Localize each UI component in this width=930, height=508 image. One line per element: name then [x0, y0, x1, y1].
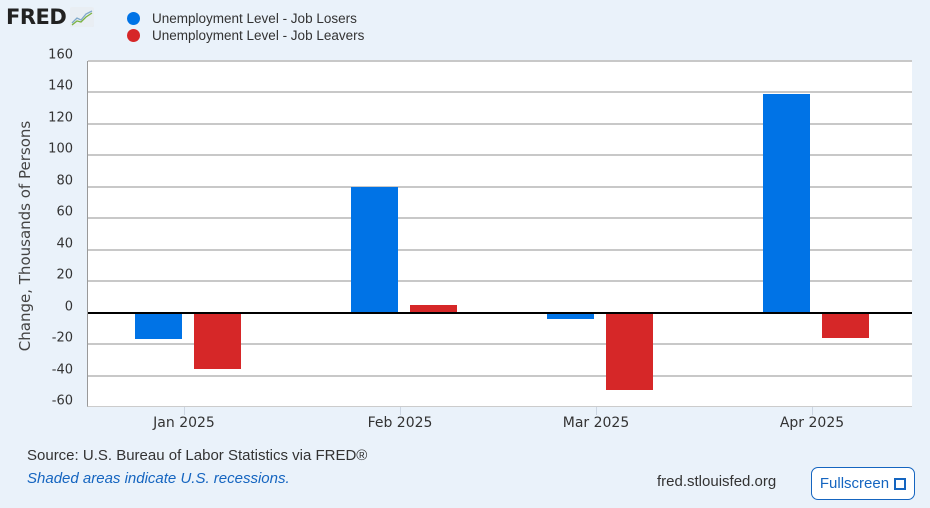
- x-tick: [400, 407, 401, 415]
- fullscreen-button[interactable]: Fullscreen: [811, 467, 915, 500]
- fullscreen-label: Fullscreen: [819, 475, 890, 492]
- y-tick-label: 20: [56, 267, 73, 283]
- y-tick-label: 140: [48, 78, 73, 94]
- legend-item-job-leavers[interactable]: Unemployment Level - Job Leavers: [127, 27, 364, 44]
- zero-line: [88, 311, 912, 314]
- bar-job-losers[interactable]: [547, 312, 594, 319]
- logo-text: FRED: [6, 5, 67, 29]
- fullscreen-icon: [894, 477, 907, 490]
- plot-area[interactable]: [87, 60, 912, 407]
- bar-job-losers[interactable]: [763, 94, 810, 313]
- gridline: [88, 248, 912, 251]
- gridline: [88, 343, 912, 346]
- bar-job-losers[interactable]: [135, 312, 182, 340]
- chart-legend: Unemployment Level - Job Losers Unemploy…: [127, 10, 364, 44]
- gridline: [88, 91, 912, 94]
- fred-logo[interactable]: FRED: [6, 5, 95, 29]
- x-tick-label: Jan 2025: [153, 415, 215, 431]
- y-axis-label: Change, Thousands of Persons: [16, 120, 34, 352]
- x-tick-label: Mar 2025: [562, 415, 630, 431]
- gridline: [88, 185, 912, 188]
- y-tick-label: -40: [51, 362, 73, 378]
- legend-item-job-losers[interactable]: Unemployment Level - Job Losers: [127, 10, 364, 27]
- bar-job-leavers[interactable]: [822, 312, 869, 338]
- x-tick-label: Feb 2025: [367, 415, 433, 431]
- gridline: [88, 122, 912, 125]
- site-link[interactable]: fred.stlouisfed.org: [657, 473, 777, 490]
- gridline: [88, 374, 912, 377]
- x-tick-label: Apr 2025: [779, 415, 845, 431]
- y-tick-label: 80: [56, 173, 73, 189]
- bar-job-leavers[interactable]: [606, 312, 653, 390]
- recessions-note: Shaded areas indicate U.S. recessions.: [27, 470, 290, 487]
- y-tick-label: -20: [51, 330, 73, 346]
- x-tick: [812, 407, 813, 415]
- bar-job-leavers[interactable]: [194, 312, 241, 370]
- y-tick-label: -60: [51, 393, 73, 409]
- bar-job-leavers[interactable]: [410, 304, 457, 313]
- y-tick-label: 120: [48, 110, 73, 126]
- gridline: [88, 217, 912, 220]
- legend-label: Unemployment Level - Job Leavers: [152, 28, 365, 43]
- y-tick-label: 160: [48, 47, 73, 63]
- y-tick-label: 40: [56, 236, 73, 252]
- legend-dot-blue: [127, 12, 140, 25]
- y-tick-label: 0: [64, 299, 73, 315]
- y-tick-label: 60: [56, 204, 73, 220]
- source-text: Source: U.S. Bureau of Labor Statistics …: [27, 447, 368, 464]
- gridline: [88, 280, 912, 283]
- bar-job-losers[interactable]: [351, 186, 398, 313]
- legend-label: Unemployment Level - Job Losers: [152, 11, 357, 26]
- x-tick: [596, 407, 597, 415]
- legend-dot-red: [127, 29, 140, 42]
- gridline: [88, 60, 912, 62]
- y-tick-label: 100: [48, 141, 73, 157]
- x-tick: [184, 407, 185, 415]
- line-chart-icon: [70, 7, 95, 27]
- gridline: [88, 154, 912, 157]
